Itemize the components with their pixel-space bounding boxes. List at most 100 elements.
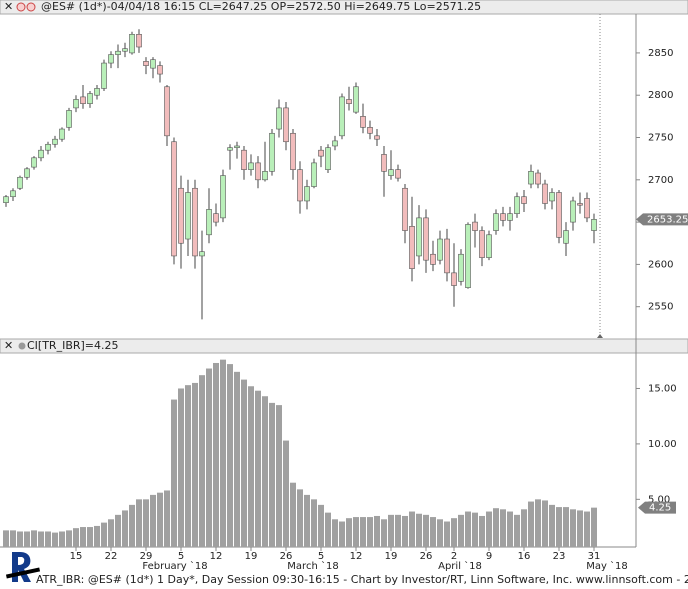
bar (241, 379, 247, 547)
bar (283, 440, 289, 547)
month-label: March `18 (287, 560, 338, 572)
candle-body (283, 107, 289, 143)
y-tick-label: 2800 (648, 90, 673, 101)
bar (437, 519, 443, 547)
candle-body (290, 132, 296, 170)
bar (542, 500, 548, 547)
candle-body (220, 175, 226, 219)
bar (486, 511, 492, 547)
candle-body (409, 226, 415, 269)
candle-body (213, 213, 219, 223)
candle-body (535, 172, 541, 185)
candle-body (192, 187, 198, 257)
bar (185, 385, 191, 547)
candle-body (178, 187, 184, 244)
candle-body (521, 196, 527, 204)
icon[interactable] (18, 342, 26, 350)
x-tick-label: 26 (280, 551, 293, 562)
last-price-marker (636, 213, 688, 226)
bar (227, 364, 233, 547)
candle-body (24, 168, 30, 178)
candle-body (423, 217, 429, 261)
candle-body (122, 48, 128, 52)
bar (416, 513, 422, 547)
bar (136, 499, 142, 547)
candle-body (59, 128, 65, 140)
candle-body (493, 213, 499, 231)
candle-body (129, 34, 135, 54)
bar (409, 511, 415, 547)
bar (178, 388, 184, 547)
candle-body (73, 99, 79, 109)
bar (339, 521, 345, 547)
cursor-marker (597, 334, 603, 338)
close-icon[interactable]: ✕ (4, 339, 13, 352)
candle-body (514, 196, 520, 214)
candle-body (31, 157, 37, 168)
bar (73, 528, 79, 547)
bar (472, 512, 478, 547)
bar (52, 532, 58, 547)
last-value-label: 4.25 (649, 503, 671, 514)
candle-body (367, 127, 373, 134)
candle-body (430, 253, 436, 265)
candle-body (584, 198, 590, 219)
candle-body (318, 149, 324, 157)
candle-body (346, 99, 352, 104)
bar (143, 499, 149, 547)
bar (248, 386, 254, 547)
bar (304, 494, 310, 547)
candle-body (276, 107, 282, 130)
candle-body (402, 187, 408, 231)
bar (234, 371, 240, 547)
bar (115, 514, 121, 547)
candle-body (297, 169, 303, 202)
icon[interactable] (26, 2, 36, 12)
bar (206, 368, 212, 547)
bar (535, 499, 541, 547)
bar (360, 517, 366, 547)
bar (332, 519, 338, 547)
month-label: February `18 (142, 560, 207, 572)
candle-body (108, 54, 114, 64)
logo (5, 552, 41, 582)
bar (388, 514, 394, 547)
bar (80, 527, 86, 547)
close-icon[interactable]: ✕ (4, 0, 13, 13)
bar (17, 531, 23, 547)
bar (549, 504, 555, 547)
bar (430, 517, 436, 547)
x-tick-label: 19 (245, 551, 258, 562)
bar (31, 530, 37, 547)
bar (451, 518, 457, 547)
bar (220, 359, 226, 547)
candle-body (577, 203, 583, 206)
month-label: May `18 (586, 560, 628, 572)
candle-body (325, 147, 331, 170)
candle-body (339, 96, 345, 137)
candle-body (570, 200, 576, 223)
candle-body (304, 186, 310, 202)
y-tick-label: 2600 (648, 259, 673, 270)
bar (563, 507, 569, 547)
x-tick-label: 19 (385, 551, 398, 562)
bar (374, 515, 380, 547)
candle-body (528, 171, 534, 185)
candle-body (360, 116, 366, 128)
footer: ATR_IBR: @ES# (1d*) 1 Day*, Day Session … (36, 573, 688, 586)
bar (570, 509, 576, 547)
bar (325, 512, 331, 547)
bar (346, 518, 352, 547)
candle-body (507, 213, 513, 221)
candle-body (472, 221, 478, 231)
x-tick-label: 26 (420, 551, 433, 562)
candle-body (269, 132, 275, 172)
icon[interactable] (16, 2, 26, 12)
y-tick-label: 10.00 (648, 439, 677, 450)
candle-body (17, 176, 23, 189)
bar (199, 375, 205, 547)
x-tick-label: 9 (486, 551, 492, 562)
candle-body (10, 190, 16, 198)
last-price-label: 2653.25 (647, 214, 688, 225)
